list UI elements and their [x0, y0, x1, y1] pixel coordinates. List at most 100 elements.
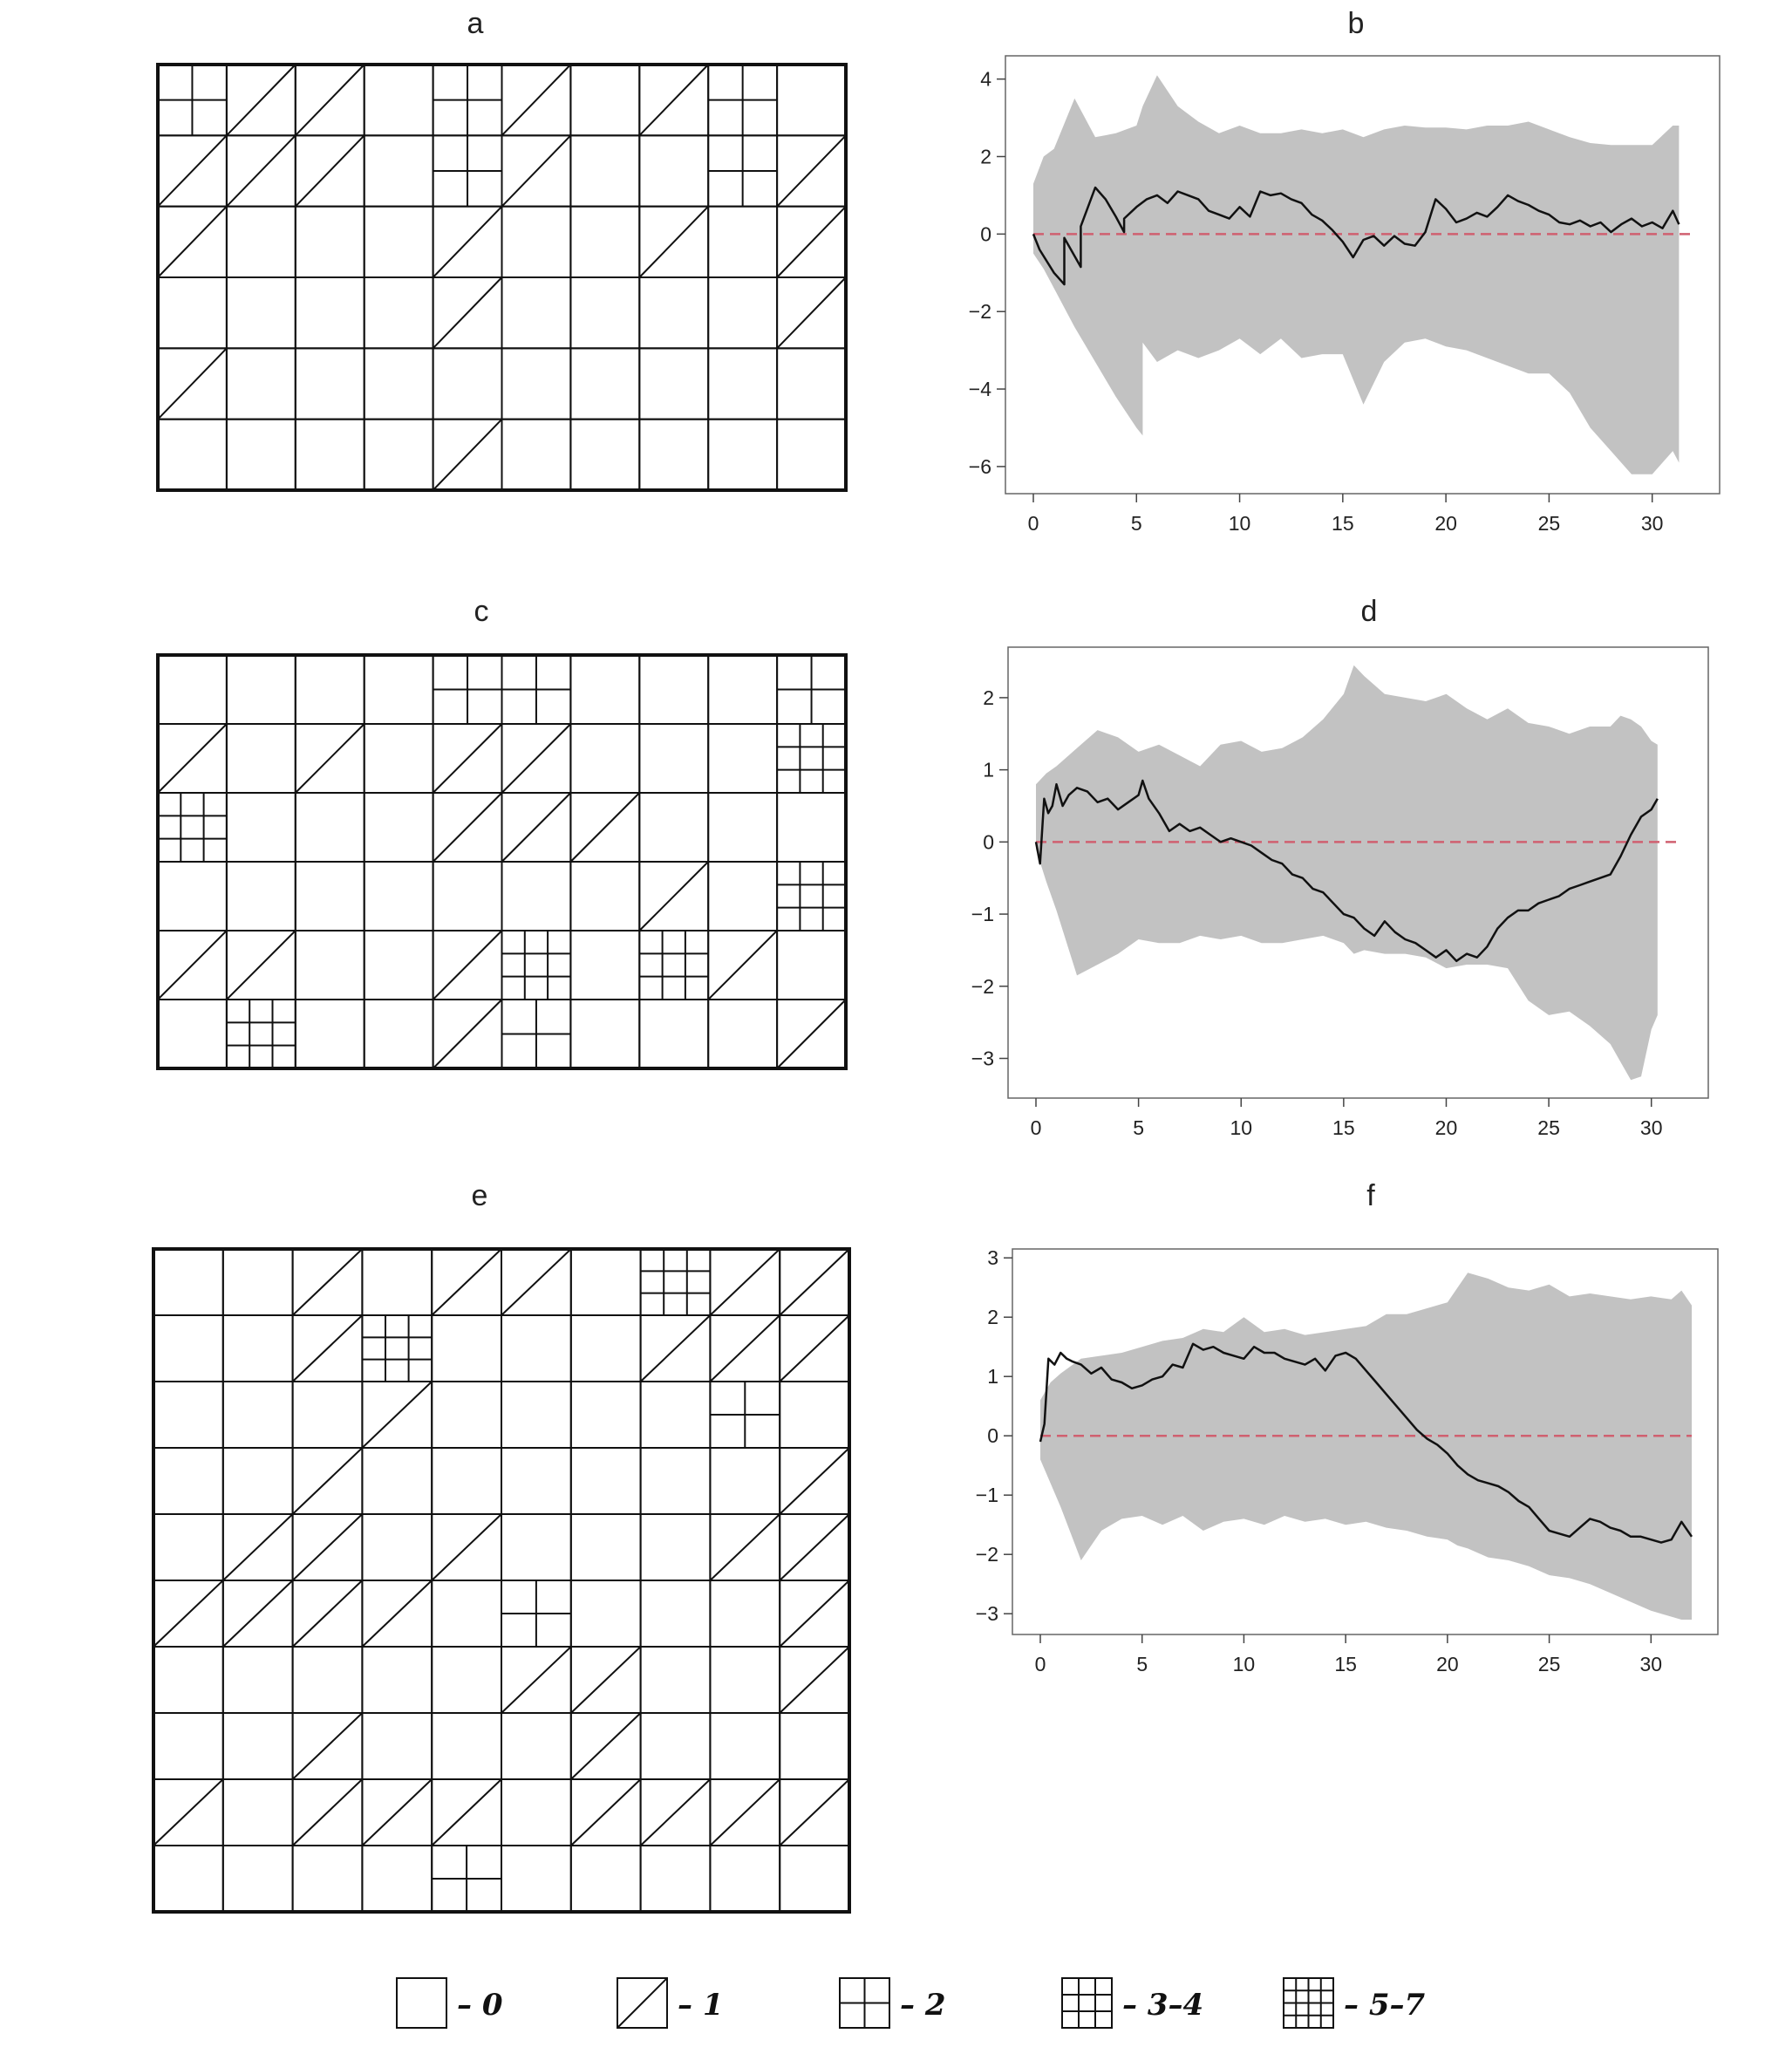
legend-label: – 5–7 — [1344, 1988, 1425, 2023]
y-tick-label: −2 — [971, 975, 994, 998]
grid-cell — [157, 276, 228, 350]
grid-cell — [291, 1778, 364, 1846]
cell-border — [294, 999, 365, 1069]
grid-cell — [291, 1381, 364, 1449]
grid-cell — [363, 64, 434, 137]
grid-cell — [153, 1580, 224, 1648]
grid-cell — [501, 792, 572, 863]
grid-cell — [221, 1712, 294, 1780]
grid-cell — [709, 1513, 781, 1581]
cell-diagonal — [709, 1513, 780, 1581]
cell-diagonal — [432, 276, 503, 350]
grid-cell — [294, 654, 365, 725]
grid-cell — [221, 1314, 294, 1382]
grid-cell — [225, 418, 296, 491]
y-tick-label: −1 — [971, 903, 994, 925]
cell-border — [638, 134, 710, 208]
grid-cell — [157, 930, 228, 1000]
grid-cell — [776, 999, 847, 1069]
cell-diagonal — [639, 1778, 712, 1846]
cell-border — [157, 276, 228, 350]
grid-cell — [569, 654, 641, 725]
cell-diagonal — [639, 1314, 712, 1382]
grid-cell — [157, 723, 228, 794]
cell-border — [709, 1646, 781, 1714]
x-tick-label: 30 — [1641, 512, 1664, 535]
cell-border — [431, 1381, 503, 1449]
grid-cell — [639, 1580, 712, 1648]
cell-border — [569, 1845, 642, 1913]
grid-diagram-e — [152, 1247, 851, 1914]
cell-border — [363, 723, 434, 794]
cell-border — [776, 861, 847, 931]
cell-diagonal — [295, 64, 365, 137]
cell-diagonal — [291, 1314, 364, 1382]
grid-cell — [294, 205, 365, 279]
cell-border — [569, 1580, 642, 1648]
legend-swatch — [396, 1977, 447, 2029]
legend-swatch — [1061, 1977, 1113, 2029]
cell-border — [638, 723, 710, 794]
legend-label: – 0 — [457, 1988, 503, 2023]
cell-border — [361, 1646, 433, 1714]
cell-diagonal — [501, 1646, 572, 1714]
cell-border — [153, 1447, 224, 1515]
grid-cell — [361, 1314, 433, 1382]
cell-border — [501, 1778, 572, 1846]
cell-border — [501, 1447, 572, 1515]
grid-outer-border — [156, 653, 848, 1070]
grid-cell — [639, 1712, 712, 1780]
grid-cell — [431, 1447, 503, 1515]
cell-border — [501, 418, 572, 491]
grid-cell — [638, 930, 710, 1000]
grid-cell — [153, 1845, 224, 1913]
grid-cell — [291, 1248, 364, 1316]
grid-cell — [294, 861, 365, 931]
cell-border — [294, 792, 365, 863]
grid-cell — [291, 1646, 364, 1714]
cell-diagonal — [570, 1646, 642, 1714]
legend-item: – 0 — [396, 1977, 503, 2029]
grid-cell — [707, 723, 779, 794]
grid-cell — [361, 1580, 433, 1648]
y-tick-label: −2 — [976, 1543, 998, 1566]
y-tick-label: −3 — [976, 1602, 998, 1625]
grid-cell — [431, 1778, 503, 1846]
cell-border — [569, 1513, 642, 1581]
grid-cell — [709, 1845, 781, 1913]
grid-cell — [779, 1580, 851, 1648]
x-tick-label: 25 — [1538, 512, 1561, 535]
cell-border — [157, 654, 228, 725]
cell-diagonal — [291, 1513, 364, 1581]
cell-diagonal — [779, 1248, 850, 1316]
grid-cell — [501, 861, 572, 931]
grid-cell — [153, 1778, 224, 1846]
cell-border — [225, 861, 296, 931]
grid-cell — [221, 1447, 294, 1515]
cell-border — [639, 1580, 712, 1648]
cell-border — [501, 1513, 572, 1581]
cell-diagonal — [295, 134, 365, 208]
cell-diagonal — [779, 1580, 850, 1648]
x-tick-label: 0 — [1035, 1653, 1046, 1675]
grid-cell — [225, 999, 296, 1069]
grid-cell — [569, 205, 641, 279]
grid-cell — [291, 1314, 364, 1382]
y-tick-label: 0 — [983, 830, 994, 853]
grid-cell — [638, 276, 710, 350]
grid-cell — [363, 792, 434, 863]
grid-cell — [294, 276, 365, 350]
y-tick-label: 4 — [980, 68, 991, 91]
cell-border — [361, 1513, 433, 1581]
cell-border — [221, 1646, 294, 1714]
grid-cell — [639, 1314, 712, 1382]
y-tick-label: 0 — [980, 222, 991, 245]
grid-cell — [153, 1447, 224, 1515]
grid-cell — [363, 654, 434, 725]
legend-item: – 2 — [839, 1977, 946, 2029]
cell-border — [639, 1248, 712, 1316]
grid-cell — [639, 1248, 712, 1316]
confidence-band — [1040, 1273, 1692, 1620]
cell-border — [153, 1646, 224, 1714]
cell-diagonal — [153, 1778, 224, 1846]
